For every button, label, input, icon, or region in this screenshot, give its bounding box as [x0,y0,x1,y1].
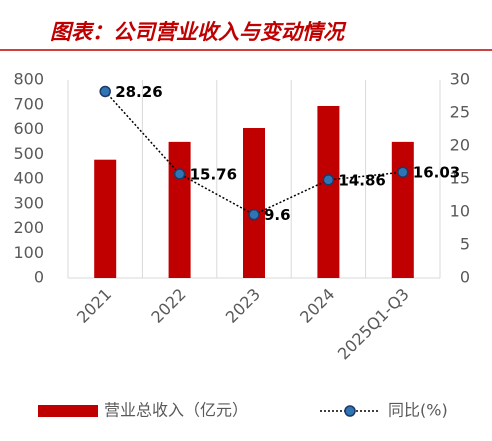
y2-tick-label: 25 [450,103,470,122]
legend-label: 营业总收入（亿元） [104,401,248,420]
y-tick-label: 400 [13,169,44,188]
marker [397,166,409,178]
y-tick-label: 500 [13,144,44,163]
x-tick-label: 2021 [73,285,115,327]
bar [243,128,265,278]
y-tick-label: 700 [13,94,44,113]
marker [173,168,186,180]
bar [168,141,191,278]
legend-marker [344,405,356,417]
data-label: 14.86 [338,171,385,189]
bar [317,105,340,278]
y-tick-label: 600 [13,119,44,138]
y2-tick-label: 30 [450,70,470,89]
legend-label: 同比(%) [388,401,448,420]
marker [99,85,111,98]
y2-tick-label: 15 [450,169,470,188]
data-label: 16.03 [413,164,460,182]
y-tick-label: 0 [34,268,44,287]
y-tick-label: 200 [13,218,44,237]
bar [94,159,117,278]
y-tick-label: 100 [13,243,44,262]
y2-tick-label: 20 [450,136,470,155]
legend-swatch [38,405,98,417]
data-label: 28.26 [115,83,162,101]
chart-title: 图表：公司营业收入与变动情况 [50,20,347,44]
marker [322,174,335,186]
x-tick-label: 2022 [147,285,189,327]
x-tick-label: 2024 [296,285,338,327]
data-label: 9.6 [264,206,291,224]
bar [391,141,414,278]
y2-tick-label: 10 [450,202,470,221]
x-tick-label: 2023 [222,285,264,327]
x-tick-label: 2025Q1-Q3 [334,285,413,364]
y-tick-label: 300 [13,193,44,212]
y2-tick-label: 0 [460,268,470,287]
y-tick-label: 800 [13,70,44,89]
data-label: 15.76 [190,165,237,183]
y2-tick-label: 5 [460,235,470,254]
marker [248,208,260,221]
